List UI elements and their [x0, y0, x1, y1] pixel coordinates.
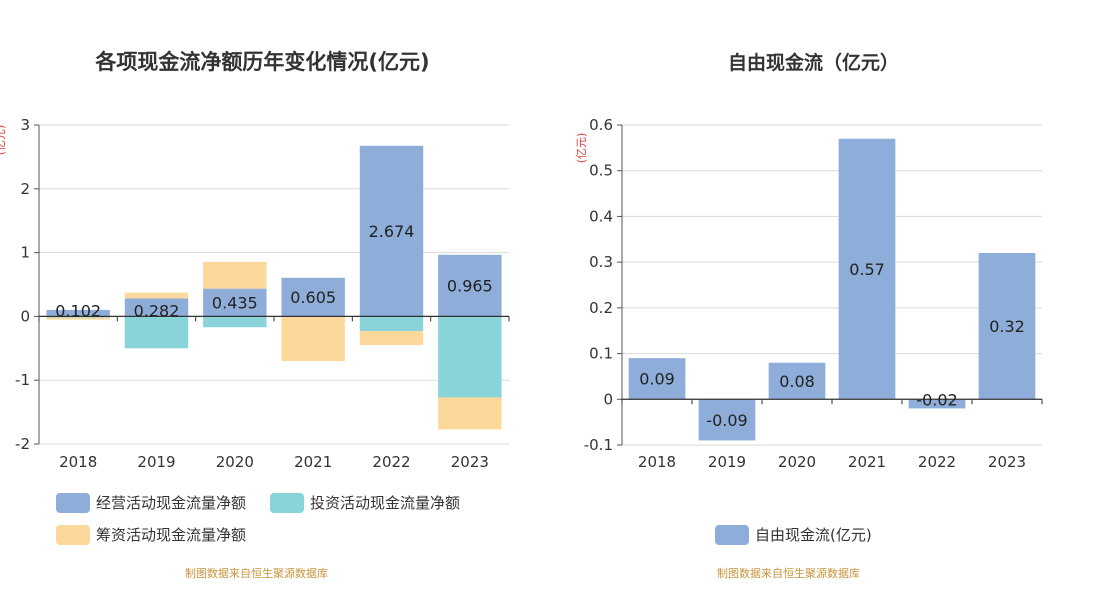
bar	[203, 316, 267, 328]
bar	[46, 317, 110, 320]
bar	[838, 138, 896, 400]
y-tick-label: 0.2	[589, 299, 613, 317]
data-label: 0.32	[989, 317, 1025, 336]
free-cashflow-chart: 0.6 0.5 0.4 0.3 0.2 0.1 0 -0.1 (亿元) 2018 2019 2020 2…	[575, 116, 1043, 471]
legend-swatch-financing	[56, 524, 90, 545]
bar	[628, 358, 686, 400]
bar	[768, 362, 826, 400]
x-tick-label: 2023	[451, 453, 489, 471]
y-tick-label: 2	[20, 180, 30, 198]
x-tick-label: 2021	[848, 453, 886, 471]
bar	[281, 316, 345, 362]
data-label: 0.282	[134, 301, 180, 320]
x-tick-label: 2020	[778, 453, 816, 471]
legend-label-investing: 投资活动现金流量净额	[310, 494, 461, 512]
bar	[908, 399, 966, 409]
bar	[124, 298, 189, 317]
legend-swatch-operating	[56, 492, 90, 513]
data-label: 0.965	[447, 277, 493, 296]
y-tick-label: -0.1	[584, 436, 613, 454]
x-tick-label: 2023	[988, 453, 1026, 471]
chart2-title: 自由现金流（亿元）	[727, 52, 899, 74]
legend-label-operating: 经营活动现金流量净额	[96, 494, 247, 512]
data-label: 0.57	[849, 260, 885, 279]
bar	[978, 253, 1036, 400]
data-label: -0.09	[706, 411, 747, 430]
bar	[438, 254, 502, 317]
legend-item-free-cashflow[interactable]: 自由现金流(亿元)	[715, 524, 872, 545]
x-tick-label: 2020	[216, 453, 254, 471]
legend-item-operating[interactable]: 经营活动现金流量净额	[56, 492, 246, 513]
y-tick-label: 0.5	[589, 162, 613, 180]
source-note-right: 制图数据来自恒生聚源数据库	[717, 567, 860, 580]
legend-swatch-free-cashflow	[715, 524, 749, 545]
bar	[438, 397, 502, 430]
bar	[124, 316, 189, 349]
bar	[46, 309, 110, 317]
data-label: 0.09	[639, 370, 675, 389]
y-tick-label: 1	[20, 244, 30, 262]
chart1-title: 各项现金流净额历年变化情况(亿元)	[95, 50, 430, 74]
y-tick-label: 0.6	[589, 116, 613, 134]
bar	[359, 145, 424, 317]
y-tick-label: 0.4	[589, 207, 613, 225]
cashflow-chart: 3 2 1 0 -1 -2 (亿元) 2018 2019 2020 2021 2022 2023 0.10…	[0, 116, 510, 471]
legend-item-investing[interactable]: 投资活动现金流量净额	[270, 492, 460, 513]
bar	[438, 316, 502, 398]
y-tick-label: 3	[20, 116, 30, 134]
bar	[46, 316, 110, 318]
y-tick-label: 0.1	[589, 345, 613, 363]
x-tick-label: 2018	[59, 453, 97, 471]
y-axis-unit: (亿元)	[575, 133, 588, 164]
legend-label-financing: 筹资活动现金流量净额	[96, 526, 247, 544]
y-tick-label: -1	[15, 371, 30, 389]
data-label: 0.08	[779, 372, 815, 391]
x-tick-label: 2022	[918, 453, 956, 471]
data-label: 0.102	[55, 301, 101, 320]
data-label: 0.605	[290, 288, 336, 307]
x-tick-label: 2019	[708, 453, 746, 471]
y-axis-unit: (亿元)	[0, 125, 7, 156]
bar	[359, 331, 424, 346]
legend-swatch-investing	[270, 492, 304, 513]
x-tick-label: 2021	[294, 453, 332, 471]
bar	[124, 292, 189, 299]
legend-item-financing[interactable]: 筹资活动现金流量净额	[56, 524, 246, 545]
bar	[359, 316, 424, 332]
bar	[698, 399, 756, 441]
x-tick-label: 2018	[638, 453, 676, 471]
data-label: 2.674	[369, 222, 415, 241]
x-tick-label: 2022	[372, 453, 410, 471]
y-tick-label: 0	[20, 307, 30, 325]
bar	[203, 261, 267, 289]
x-tick-label: 2019	[137, 453, 175, 471]
y-tick-label: -2	[15, 435, 30, 453]
bar	[203, 288, 267, 317]
data-label: 0.435	[212, 294, 258, 313]
bar	[281, 277, 345, 317]
legend-label-free-cashflow: 自由现金流(亿元)	[755, 526, 872, 544]
y-tick-label: 0.3	[589, 253, 613, 271]
source-note-left: 制图数据来自恒生聚源数据库	[185, 567, 328, 580]
y-tick-label: 0	[603, 390, 613, 408]
data-label: -0.02	[916, 390, 957, 409]
